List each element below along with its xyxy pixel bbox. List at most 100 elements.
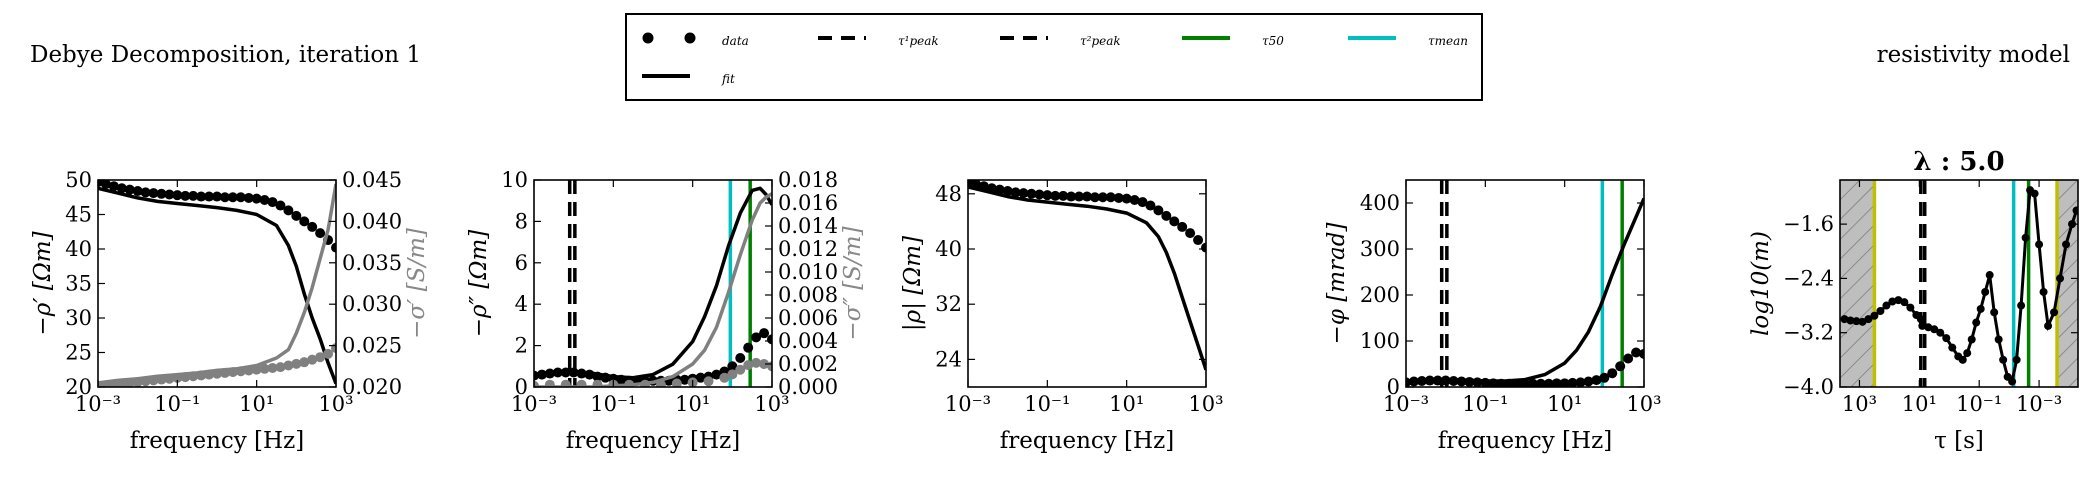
x-tick-label: 10³ xyxy=(754,392,789,416)
data-point xyxy=(1631,347,1642,358)
data-point xyxy=(1058,190,1069,201)
y-tick-label: 32 xyxy=(935,292,962,316)
data-point xyxy=(148,188,159,199)
data-point xyxy=(283,360,294,371)
data-point xyxy=(719,372,730,383)
data-point xyxy=(994,184,1005,195)
x-tick-label: 10¹ xyxy=(675,392,710,416)
model-point xyxy=(1972,318,1981,327)
series-fit-line xyxy=(534,186,772,380)
chart-panel-rho_imag: 10⁻³ 10⁻¹ 10¹ 10³02468100.0000.0020.0040.00… xyxy=(466,168,866,454)
chart-title: λ : 5.0 xyxy=(1913,147,2004,177)
series-model-points xyxy=(1840,186,2078,386)
data-point xyxy=(1145,200,1156,211)
data-point xyxy=(751,357,762,368)
data-point xyxy=(259,195,270,206)
y-tick-label: 2 xyxy=(515,334,528,358)
y2-tick-label: 0.014 xyxy=(778,214,838,238)
x-tick-label: 10³ xyxy=(318,392,353,416)
model-point xyxy=(1916,315,1925,324)
data-point xyxy=(156,188,167,199)
legend-label: τ¹peak xyxy=(898,34,939,48)
data-point xyxy=(560,379,571,387)
model-point xyxy=(1936,328,1945,337)
y-tick-label: −3.2 xyxy=(1783,321,1834,345)
data-point xyxy=(743,342,754,353)
x-tick-label: 10⁻¹ xyxy=(590,392,636,416)
y2-tick-label: 0.035 xyxy=(342,251,402,275)
x-tick-label: 10¹ xyxy=(1547,392,1582,416)
y2-tick-label: 0.018 xyxy=(778,168,838,192)
data-point xyxy=(751,332,762,343)
figure-left-title: Debye Decomposition, iteration 1 xyxy=(30,42,421,68)
data-point xyxy=(1018,188,1029,199)
data-point xyxy=(1639,348,1644,359)
data-point xyxy=(1082,191,1092,202)
data-point xyxy=(1591,375,1602,386)
excluded-region xyxy=(2057,180,2078,387)
y2-tick-label: 0.006 xyxy=(778,306,838,330)
model-point xyxy=(2056,274,2065,283)
plot-area xyxy=(1840,180,2078,387)
y-axis-label: −ρ″ [Ωm] xyxy=(466,230,492,338)
y-tick-label: 24 xyxy=(935,347,962,371)
legend-label: τ50 xyxy=(1262,34,1284,48)
data-point xyxy=(212,191,222,202)
data-point xyxy=(703,376,714,387)
y2-tick-label: 0.030 xyxy=(342,292,402,316)
legend-marker xyxy=(642,32,654,44)
y-tick-label: 10 xyxy=(501,168,528,192)
y2-axis-label: −σ′ [S/m] xyxy=(404,228,430,339)
data-point xyxy=(1113,192,1124,203)
y-tick-label: 8 xyxy=(515,209,528,233)
data-point xyxy=(307,354,318,365)
y2-tick-label: 0.002 xyxy=(778,352,838,376)
figure-right-title: resistivity model xyxy=(1877,42,2070,68)
data-point xyxy=(267,197,278,208)
legend-label: τ²peak xyxy=(1080,34,1121,48)
model-point xyxy=(2021,233,2030,242)
chart-panel-model: 10³ 10¹ 10⁻¹ 10⁻³ −4.0 −3.2 −2.4 −1.6 τ [s] log10… xyxy=(1748,147,2079,454)
data-point xyxy=(1137,197,1148,208)
x-tick-label: 10⁻³ xyxy=(75,392,121,416)
model-point xyxy=(1963,349,1972,358)
y2-tick-label: 0.000 xyxy=(778,375,838,399)
x-axis-label: frequency [Hz] xyxy=(566,428,740,454)
y-tick-label: 40 xyxy=(65,237,92,261)
data-point xyxy=(140,187,151,198)
data-point xyxy=(164,189,175,200)
plot-content xyxy=(98,180,336,387)
data-point xyxy=(219,192,230,203)
data-point xyxy=(132,186,143,197)
y2-tick-label: 0.008 xyxy=(778,283,838,307)
y2-axis-label: −σ″ [S/m] xyxy=(840,226,866,340)
data-point xyxy=(1607,368,1618,379)
plot-frame xyxy=(1405,179,1645,388)
x-tick-label: 10¹ xyxy=(239,392,274,416)
data-point xyxy=(235,192,246,203)
y-tick-label: −4.0 xyxy=(1783,375,1834,399)
y-tick-label: 25 xyxy=(65,341,92,365)
x-tick-label: 10⁻³ xyxy=(2016,392,2062,416)
data-point xyxy=(1583,376,1594,387)
data-point xyxy=(108,181,119,192)
x-tick-label: 10⁻³ xyxy=(511,392,557,416)
plot-frame xyxy=(967,179,1207,388)
x-tick-label: 10⁻¹ xyxy=(154,392,200,416)
x-tick-label: 10⁻³ xyxy=(945,392,991,416)
model-point xyxy=(1888,297,1897,306)
data-point xyxy=(1026,188,1037,199)
legend-item: τ¹peak xyxy=(818,34,939,48)
data-point xyxy=(1169,216,1180,227)
model-point xyxy=(1918,321,1927,330)
data-point xyxy=(299,216,310,227)
legend-frame xyxy=(625,13,1483,101)
y-tick-label: −1.6 xyxy=(1783,212,1834,236)
series-fit-line xyxy=(968,185,1206,371)
legend-item: τ²peak xyxy=(1000,34,1121,48)
plot-content xyxy=(1406,180,1644,387)
data-point xyxy=(196,191,207,202)
model-point xyxy=(1985,271,1994,280)
series-fit-line xyxy=(98,186,336,385)
data-point xyxy=(1201,242,1206,253)
